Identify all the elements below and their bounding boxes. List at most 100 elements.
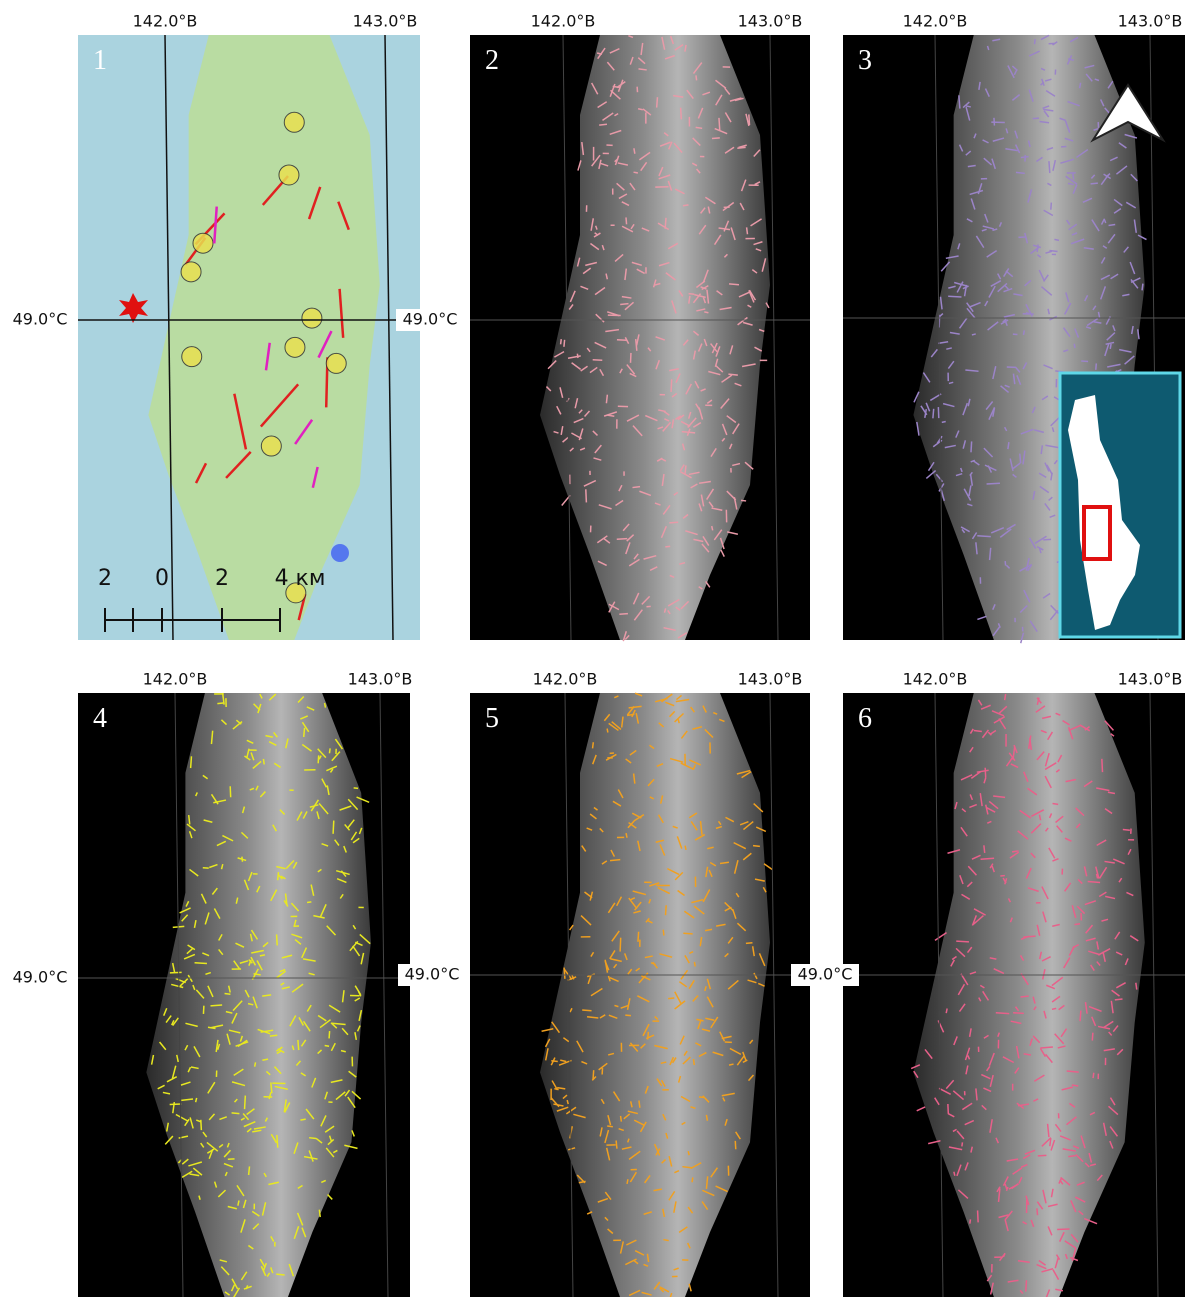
- lineament: [638, 932, 639, 942]
- lineament: [1054, 239, 1059, 240]
- latitude-label: 49.0°С: [405, 965, 460, 984]
- lineament: [309, 1138, 316, 1139]
- longitude-label: 142.0°В: [903, 670, 968, 689]
- lineament: [970, 1219, 971, 1223]
- lineament: [689, 294, 695, 295]
- lineament: [1102, 759, 1103, 772]
- longitude-label: 143.0°В: [738, 670, 803, 689]
- lineament: [706, 1115, 707, 1121]
- epicenter: [302, 308, 322, 328]
- lineament: [696, 75, 697, 80]
- lineament: [255, 1062, 256, 1066]
- longitude-label: 143.0°В: [1118, 670, 1183, 689]
- epicenter: [284, 112, 304, 132]
- lineament: [741, 500, 746, 501]
- lineament: [978, 1210, 979, 1222]
- longitude-label: 143.0°В: [738, 12, 803, 31]
- epicenter: [261, 436, 281, 456]
- lineament: [683, 933, 692, 934]
- map-panel: [843, 693, 1185, 1297]
- lineament: [191, 756, 192, 768]
- lineament: [747, 227, 748, 234]
- lineament: [954, 1172, 955, 1176]
- lineament: [561, 339, 562, 344]
- lineament: [189, 815, 190, 824]
- lineament: [634, 172, 638, 173]
- lineament: [607, 729, 608, 733]
- panel-number: 6: [858, 703, 872, 734]
- lineament: [606, 395, 607, 404]
- lineament: [1021, 996, 1029, 997]
- lineament: [1008, 442, 1009, 449]
- lineament: [638, 69, 646, 70]
- map-panel: [78, 35, 420, 640]
- lineament: [753, 846, 760, 847]
- lineament: [277, 1135, 278, 1148]
- scale-label: 0: [155, 566, 169, 591]
- lineament: [1092, 1033, 1093, 1041]
- lineament: [693, 1059, 694, 1065]
- lineament: [1091, 183, 1098, 184]
- lineament: [729, 1064, 733, 1065]
- lineament: [966, 106, 971, 107]
- lineament: [1038, 1155, 1047, 1156]
- lineament: [333, 821, 334, 834]
- lineament: [639, 1101, 640, 1108]
- lineament: [554, 1089, 558, 1090]
- lineament: [318, 755, 319, 763]
- lineament: [586, 489, 587, 502]
- figure: 142.0°В143.0°В49.0°С12024 км142.0°В143.0…: [0, 0, 1192, 1297]
- longitude-label: 143.0°В: [348, 670, 413, 689]
- lineament: [638, 109, 643, 110]
- lineament: [620, 304, 628, 305]
- latitude-label: 49.0°С: [13, 968, 68, 987]
- lineament: [634, 148, 635, 154]
- lineament: [307, 902, 311, 903]
- lineament: [959, 95, 960, 108]
- epicenter: [193, 233, 213, 253]
- epicenter: [326, 353, 346, 373]
- lineament: [1040, 1047, 1053, 1048]
- lineament: [276, 1274, 284, 1275]
- lineament: [1074, 924, 1080, 925]
- longitude-label: 142.0°В: [143, 670, 208, 689]
- lineament: [712, 138, 720, 139]
- lineament: [593, 742, 594, 748]
- lineament: [1097, 874, 1098, 879]
- lineament: [1123, 830, 1130, 831]
- lineament: [232, 1113, 240, 1114]
- panel-number: 2: [485, 45, 499, 76]
- lineament: [1096, 363, 1097, 369]
- lineament: [245, 1096, 246, 1110]
- latitude-label: 49.0°С: [13, 310, 68, 329]
- lineament: [685, 465, 686, 473]
- lineament: [946, 1009, 947, 1014]
- map-panel: [78, 693, 410, 1297]
- longitude-label: 143.0°В: [353, 12, 418, 31]
- lineament: [298, 1040, 299, 1050]
- longitude-label: 142.0°В: [531, 12, 596, 31]
- lineament: [657, 97, 658, 107]
- lineament: [712, 526, 713, 530]
- lineament: [300, 1119, 305, 1120]
- latitude-label: 49.0°С: [403, 310, 458, 329]
- lineament: [985, 768, 986, 778]
- panel-number: 3: [858, 45, 872, 76]
- panel-number: 5: [485, 703, 499, 734]
- lineament: [683, 205, 689, 206]
- lineament: [996, 1013, 1009, 1014]
- lineament: [354, 788, 358, 789]
- lineament: [607, 1126, 613, 1127]
- lineament: [669, 522, 678, 523]
- longitude-label: 142.0°В: [533, 670, 598, 689]
- lineament: [1053, 804, 1059, 805]
- lineament: [737, 147, 745, 148]
- lineament: [974, 731, 982, 732]
- lineament: [610, 860, 620, 861]
- panel-number: 1: [93, 45, 107, 76]
- lineament: [977, 536, 991, 537]
- lineament: [981, 858, 995, 859]
- lineament: [681, 108, 682, 120]
- longitude-label: 143.0°В: [1118, 12, 1183, 31]
- lineament: [1043, 539, 1051, 540]
